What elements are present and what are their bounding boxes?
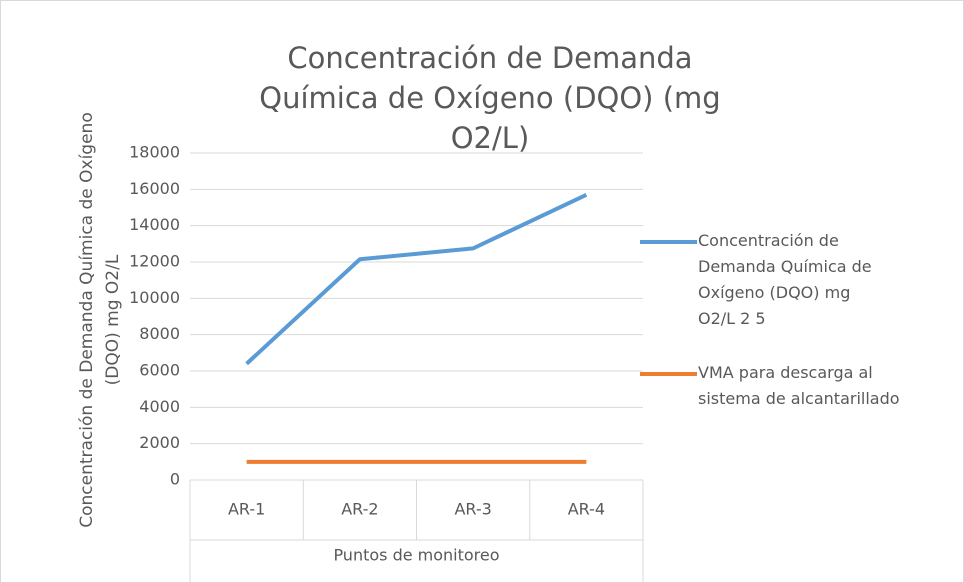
y-tick-label: 12000: [129, 252, 180, 271]
y-tick-label: 2000: [139, 433, 180, 452]
y-tick-label: 0: [170, 470, 180, 489]
y-tick-label: 16000: [129, 179, 180, 198]
y-tick-label: 18000: [129, 143, 180, 162]
y-tick-label: 4000: [139, 397, 180, 416]
x-tick-label: AR-3: [454, 500, 491, 519]
legend-label: VMA para descarga al sistema de alcantar…: [698, 363, 900, 408]
chart-title: Concentración de Demanda Química de Oxíg…: [259, 41, 721, 155]
y-tick-label: 10000: [129, 288, 180, 307]
legend-label: Concentración de Demanda Química de Oxíg…: [698, 231, 872, 328]
series-line: [245, 192, 588, 366]
y-tick-label: 14000: [129, 215, 180, 234]
y-axis-label: Concentración de Demanda Química de Oxíg…: [77, 112, 123, 528]
y-tick-label: 6000: [139, 361, 180, 380]
x-tick-label: AR-2: [341, 500, 378, 519]
x-axis-label: Puntos de monitoreo: [333, 546, 499, 565]
y-tick-label: 8000: [139, 324, 180, 343]
x-tick-label: AR-1: [228, 500, 265, 519]
x-tick-label: AR-4: [568, 500, 605, 519]
